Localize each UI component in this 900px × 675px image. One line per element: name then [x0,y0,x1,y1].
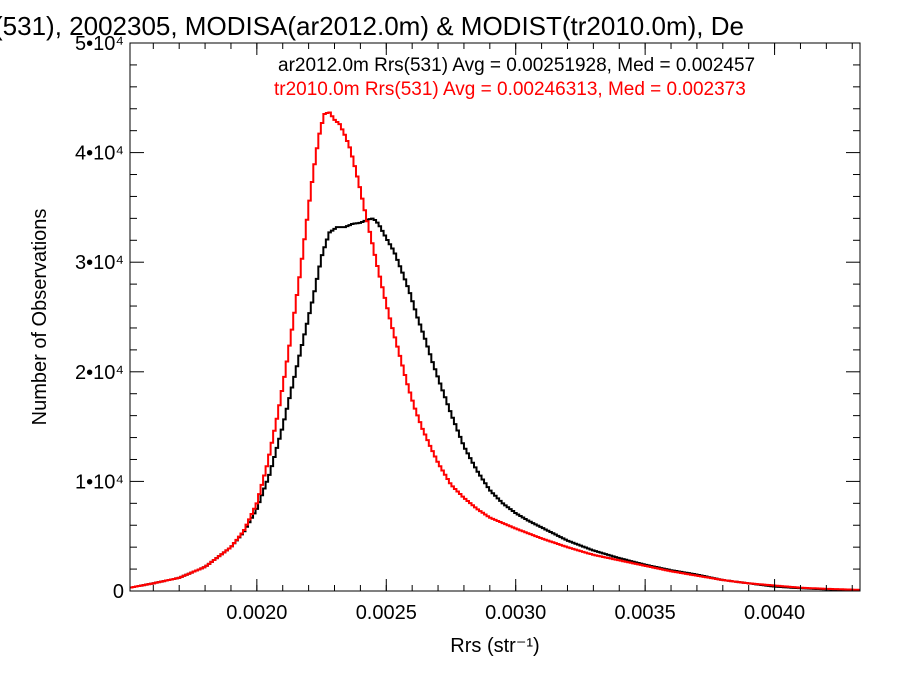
x-tick-label: 0.0030 [485,602,546,624]
y-tick-label: 5•10⁴ [75,33,124,55]
y-axis-label: Number of Observations [29,209,51,426]
chart-title: (531), 2002305, MODISA(ar2012.0m) & MODI… [0,11,744,41]
tick-label-layer: 0.0020 0.0025 0.0030 0.0035 0.0040 0 1•10⁴ 2•10… [75,33,805,624]
y-tick-label: 1•10⁴ [75,471,124,493]
plot-frame [129,42,861,592]
y-tick-label: 0 [113,581,124,603]
y-tick-label: 2•10⁴ [75,362,124,384]
series-layer [130,111,860,591]
x-tick-label: 0.0020 [226,602,287,624]
x-axis-label: Rrs (str⁻¹) [450,635,539,657]
series-line-1 [130,111,860,591]
x-tick-label: 0.0025 [356,602,417,624]
tick-layer [130,42,860,592]
y-tick-label: 3•10⁴ [75,252,124,274]
x-tick-label: 0.0040 [744,602,805,624]
legend-entry-ar2012: ar2012.0m Rrs(531) Avg = 0.00251928, Med… [278,55,755,76]
legend-entry-tr2010: tr2010.0m Rrs(531) Avg = 0.00246313, Med… [274,79,746,100]
x-tick-label: 0.0035 [615,602,676,624]
y-tick-label: 4•10⁴ [75,143,124,165]
